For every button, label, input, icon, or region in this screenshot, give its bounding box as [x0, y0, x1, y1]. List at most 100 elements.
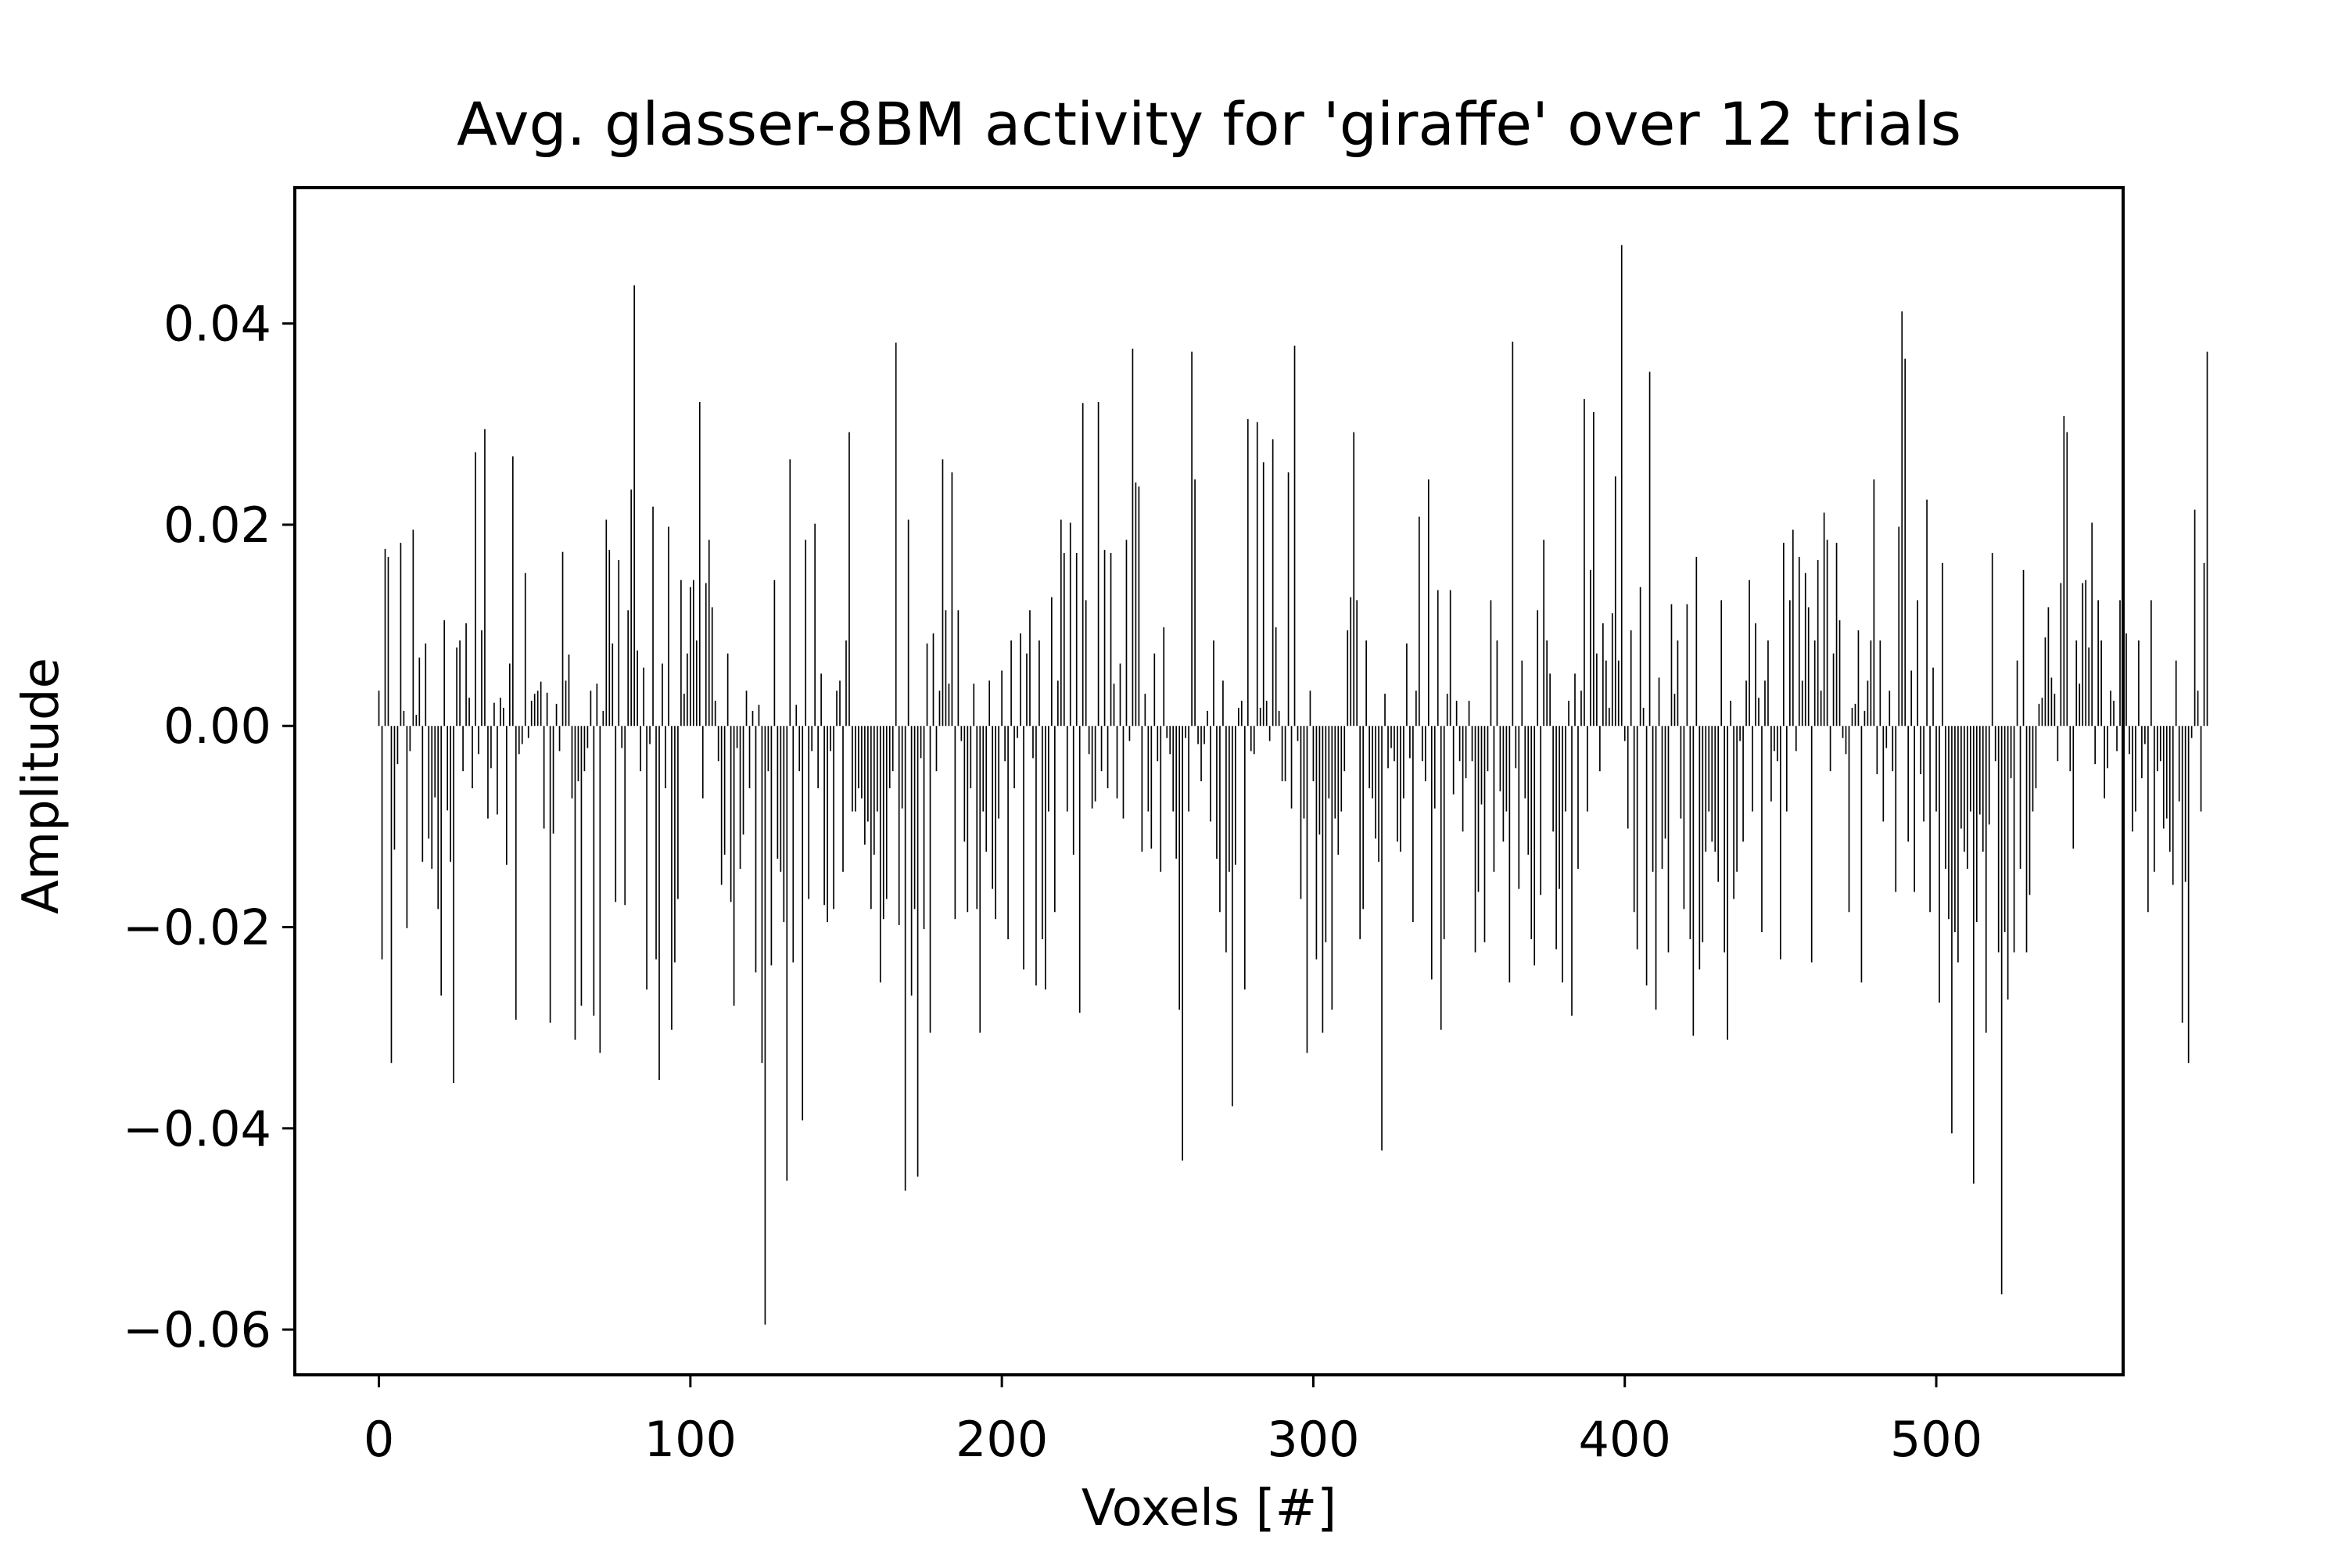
bar-134	[795, 705, 798, 727]
bar-271	[1222, 680, 1224, 727]
bar-311	[1347, 630, 1349, 727]
bar-307	[1334, 726, 1336, 819]
bar-69	[593, 726, 595, 1016]
bar-411	[1658, 677, 1660, 727]
x-tick-label-1: 100	[644, 1411, 737, 1468]
bar-477	[1864, 710, 1866, 727]
bar-306	[1331, 726, 1333, 1010]
bar-488	[1898, 526, 1900, 727]
bar-421	[1689, 726, 1691, 939]
bar-511	[1970, 726, 1971, 812]
bar-534	[2041, 698, 2043, 727]
bar-543	[2069, 726, 2072, 772]
bar-376	[1549, 673, 1551, 727]
bar-458	[1804, 572, 1806, 727]
bar-577	[2175, 660, 2177, 727]
bar-402	[1630, 630, 1632, 727]
bar-539	[2057, 726, 2059, 762]
bar-491	[1907, 726, 1910, 842]
bar-308	[1337, 726, 1340, 855]
bar-141	[817, 726, 819, 789]
bar-125	[767, 726, 769, 772]
bar-424	[1699, 726, 1701, 970]
bar-354	[1480, 726, 1483, 805]
bar-304	[1325, 726, 1327, 942]
bar-215	[1048, 726, 1049, 812]
bar-489	[1901, 311, 1903, 727]
bar-264	[1200, 726, 1202, 781]
bar-462	[1817, 559, 1819, 727]
bar-527	[2019, 726, 2021, 869]
bar-192	[976, 726, 978, 910]
bar-557	[2113, 701, 2115, 727]
bar-16	[428, 726, 430, 839]
bar-0	[378, 691, 380, 727]
bar-530	[2029, 726, 2031, 895]
bar-423	[1695, 557, 1698, 727]
bar-111	[723, 726, 726, 855]
bar-565	[2138, 640, 2140, 727]
bar-480	[1873, 479, 1875, 727]
bar-369	[1527, 726, 1530, 855]
bar-7	[400, 543, 402, 727]
bar-30	[472, 726, 473, 789]
bar-194	[982, 726, 985, 812]
bar-357	[1490, 600, 1492, 727]
bar-329	[1403, 726, 1404, 798]
bar-105	[705, 583, 707, 727]
bar-242	[1132, 348, 1134, 727]
bar-274	[1232, 726, 1233, 1107]
bar-201	[1004, 726, 1006, 762]
bar-513	[1975, 726, 1978, 923]
bar-432	[1724, 726, 1726, 953]
bar-200	[1001, 670, 1003, 727]
bar-406	[1642, 708, 1645, 727]
bar-12	[415, 715, 418, 727]
bar-139	[811, 726, 813, 752]
bar-392	[1599, 726, 1601, 772]
bar-104	[701, 726, 704, 798]
bar-163	[885, 726, 888, 899]
bar-505	[1951, 726, 1953, 1134]
bar-29	[468, 698, 470, 727]
bar-371	[1534, 726, 1536, 966]
bar-110	[720, 726, 723, 885]
bar-17	[431, 726, 433, 869]
bar-345	[1452, 726, 1455, 795]
bar-334	[1419, 516, 1420, 727]
bar-388	[1587, 726, 1588, 812]
bar-277	[1240, 701, 1243, 727]
bar-548	[2085, 579, 2087, 727]
bar-97	[680, 579, 682, 727]
bar-328	[1400, 726, 1401, 852]
bar-270	[1219, 726, 1221, 913]
bar-77	[618, 559, 620, 727]
bar-151	[848, 432, 850, 727]
bar-422	[1692, 726, 1695, 1036]
bar-439	[1745, 680, 1747, 727]
bar-2	[384, 548, 386, 727]
bar-164	[888, 726, 891, 789]
bar-171	[910, 726, 913, 996]
bar-529	[2025, 726, 2028, 953]
bar-38	[497, 726, 498, 815]
bar-209	[1029, 610, 1031, 727]
bar-244	[1138, 486, 1140, 727]
bar-483	[1882, 726, 1885, 822]
bar-485	[1889, 691, 1891, 727]
bar-189	[967, 726, 969, 913]
bar-541	[2063, 416, 2065, 727]
bar-275	[1235, 726, 1236, 865]
bar-487	[1895, 726, 1897, 892]
bar-156	[864, 726, 866, 845]
bar-305	[1328, 726, 1330, 798]
bar-229	[1091, 726, 1093, 809]
bar-532	[2035, 726, 2037, 789]
bar-143	[823, 726, 825, 906]
chart-title: Avg. glasser-8BM activity for 'giraffe' …	[457, 89, 1961, 159]
bar-281	[1253, 726, 1255, 755]
bar-434	[1730, 701, 1731, 727]
bar-21	[443, 620, 446, 727]
bar-135	[798, 726, 801, 772]
bar-179	[935, 726, 938, 772]
